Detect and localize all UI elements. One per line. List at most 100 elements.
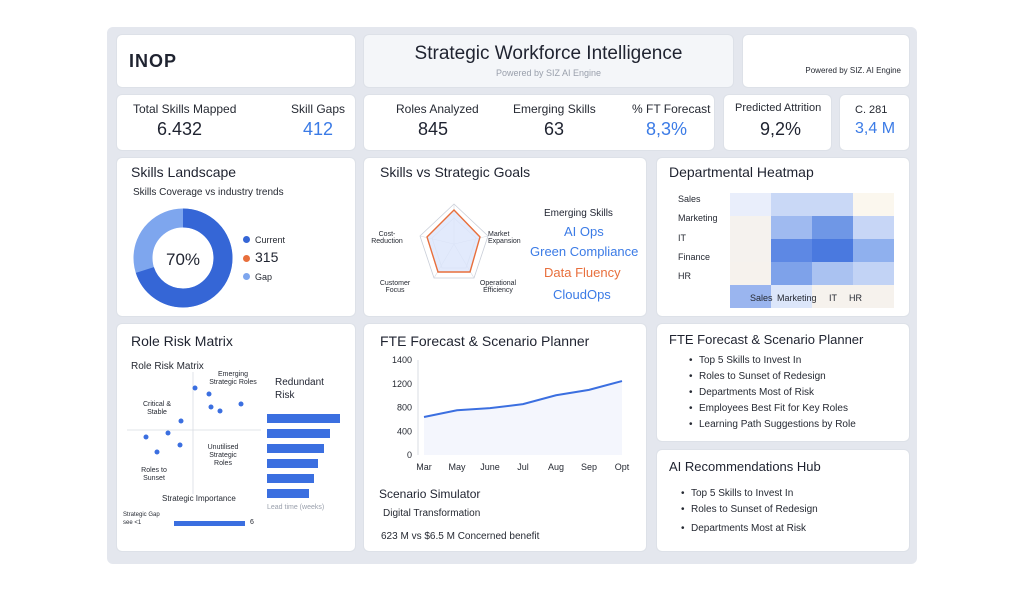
roles-analyzed-label: Roles Analyzed [396, 102, 479, 116]
c-card: C. 281 3,4 M [840, 95, 909, 150]
donut-center-label: 70% [166, 250, 200, 269]
heatmap-row-label: IT [678, 233, 686, 243]
x-axis-label: Strategic Importance [162, 494, 236, 503]
heatmap-cell[interactable] [730, 262, 771, 285]
heatmap-cell[interactable] [853, 193, 894, 216]
x-tick-label: Mar [416, 462, 432, 472]
redundant-bar [267, 444, 324, 453]
list-item[interactable]: Departments Most of Risk [689, 385, 856, 401]
heatmap-cell[interactable] [730, 193, 771, 216]
emerging-skills-title: Emerging Skills [544, 208, 613, 219]
list-item[interactable]: Roles to Sunset of Redesign [681, 502, 818, 518]
lead-time-label: Lead time (weeks) [267, 504, 325, 511]
heatmap-row-label: HR [678, 271, 691, 281]
emerging-skill-cloudops[interactable]: CloudOps [553, 287, 611, 302]
heatmap-cell[interactable] [730, 239, 771, 262]
x-tick-label: May [448, 462, 466, 472]
heatmap-cell[interactable] [853, 285, 894, 308]
emerging-skill-ai-ops[interactable]: AI Ops [564, 224, 604, 239]
heatmap-cell[interactable] [812, 239, 853, 262]
heatmap-cell[interactable] [853, 216, 894, 239]
quadrant-emerging-label: Emerging Strategic Roles [209, 371, 257, 386]
emerging-skills-label: Emerging Skills [513, 102, 596, 116]
heatmap-cell[interactable] [771, 285, 812, 308]
list-item[interactable]: Learning Path Suggestions by Role [689, 417, 856, 433]
strategic-gap-value: 6 [250, 519, 254, 526]
strategic-gap-bar [174, 521, 245, 526]
total-skills-label: Total Skills Mapped [133, 102, 237, 116]
role-risk-card: Role Risk Matrix Role Risk Matrix Emergi… [117, 324, 355, 551]
heatmap-cell[interactable] [730, 216, 771, 239]
heatmap-cell[interactable] [853, 262, 894, 285]
quadrant-unutilised-label: Unutilised Strategic Roles [207, 444, 239, 467]
heatmap-title: Departmental Heatmap [669, 164, 814, 180]
series-area [424, 381, 622, 455]
heatmap-col-label: IT [829, 293, 837, 303]
logo[interactable]: INOP [129, 51, 178, 71]
y-tick-label: 1400 [392, 355, 412, 365]
skills-goals-title: Skills vs Strategic Goals [380, 164, 531, 180]
quadrant-sunset-label: Roles to Sunset [141, 467, 167, 482]
emerging-skill-data-fluency[interactable]: Data Fluency [544, 265, 621, 280]
redundant-bar [267, 489, 309, 498]
redundant-bar [267, 429, 330, 438]
list-item[interactable]: Employees Best Fit for Key Roles [689, 401, 856, 417]
heatmap-row-label: Finance [678, 252, 711, 262]
risk-point [177, 442, 183, 448]
heatmap-cell[interactable] [771, 216, 812, 239]
list-item[interactable]: Departments Most at Risk [681, 521, 818, 537]
heatmap-cell[interactable] [730, 285, 771, 308]
heatmap-cell[interactable] [812, 285, 853, 308]
heatmap-cell[interactable] [771, 193, 812, 216]
skill-gaps-value: 412 [303, 119, 334, 139]
roles-analyzed-value: 845 [418, 119, 449, 139]
emerging-skill-green-compliance[interactable]: Green Compliance [530, 244, 639, 259]
heatmap-card: Departmental Heatmap Sales Marketing IT … [657, 158, 909, 316]
y-tick-label: 800 [397, 403, 412, 413]
coverage-donut: 70% [133, 208, 233, 308]
list-item[interactable]: Top 5 Skills to Invest In [689, 353, 856, 369]
skill-gaps-label: Skill Gaps [291, 102, 346, 116]
legend-dot-gap [243, 273, 250, 280]
page-subtitle: Powered by SIZ AI Engine [495, 68, 602, 78]
risk-point [208, 404, 214, 410]
heatmap-cell[interactable] [853, 239, 894, 262]
list-item[interactable]: Top 5 Skills to Invest In [681, 486, 818, 502]
scenario-name[interactable]: Digital Transformation [383, 508, 481, 519]
legend-315-label: 315 [255, 249, 279, 265]
risk-point [165, 430, 171, 436]
skills-stats-card: Total Skills Mapped 6.432 Skill Gaps 412 [117, 95, 355, 150]
roles-stats-card: Roles Analyzed 845 Emerging Skills 63 % … [364, 95, 714, 150]
heatmap-col-label: Marketing [777, 293, 817, 303]
strategic-gap-label: Strategic Gap see <1 [123, 512, 160, 526]
attrition-value: 9,2% [760, 119, 802, 139]
heatmap-row-label: Sales [678, 194, 701, 204]
heatmap-cell[interactable] [812, 262, 853, 285]
legend-current-label: Current [255, 235, 286, 245]
fte-forecast-card: FTE Forecast & Scenario Planner 1400 1200… [364, 324, 646, 551]
list-item[interactable]: Roles to Sunset of Redesign [689, 369, 856, 385]
powered-by-label: Powered by SIZ. AI Engine [805, 66, 901, 75]
attrition-label: Predicted Attrition [735, 102, 822, 114]
ft-forecast-value: 8,3% [646, 119, 688, 139]
quadrant-critical-label: Critical & Stable [142, 401, 171, 416]
radar-axis-customer-focus: Customer Focus [379, 280, 411, 294]
risk-point [192, 385, 198, 391]
heatmap-cell[interactable] [812, 216, 853, 239]
heatmap-cell[interactable] [771, 262, 812, 285]
redundant-bar [267, 414, 340, 423]
c-value: 3,4 M [855, 120, 896, 137]
scenario-title: Scenario Simulator [379, 487, 481, 501]
risk-point [154, 449, 160, 455]
heatmap-cell[interactable] [771, 239, 812, 262]
skills-landscape-card: Skills Landscape Skills Coverage vs indu… [117, 158, 355, 316]
legend-gap: Gap [243, 272, 272, 282]
x-tick-label: Opt [615, 462, 630, 472]
radar-axis-operational-efficiency: Operational Efficiency [479, 280, 517, 294]
redundant-bar [267, 474, 314, 483]
risk-point [178, 418, 184, 424]
c-label: C. 281 [855, 104, 888, 116]
fte-list: Top 5 Skills to Invest In Roles to Sunse… [689, 353, 856, 433]
heatmap-cell[interactable] [812, 193, 853, 216]
legend-dot-315 [243, 254, 250, 262]
